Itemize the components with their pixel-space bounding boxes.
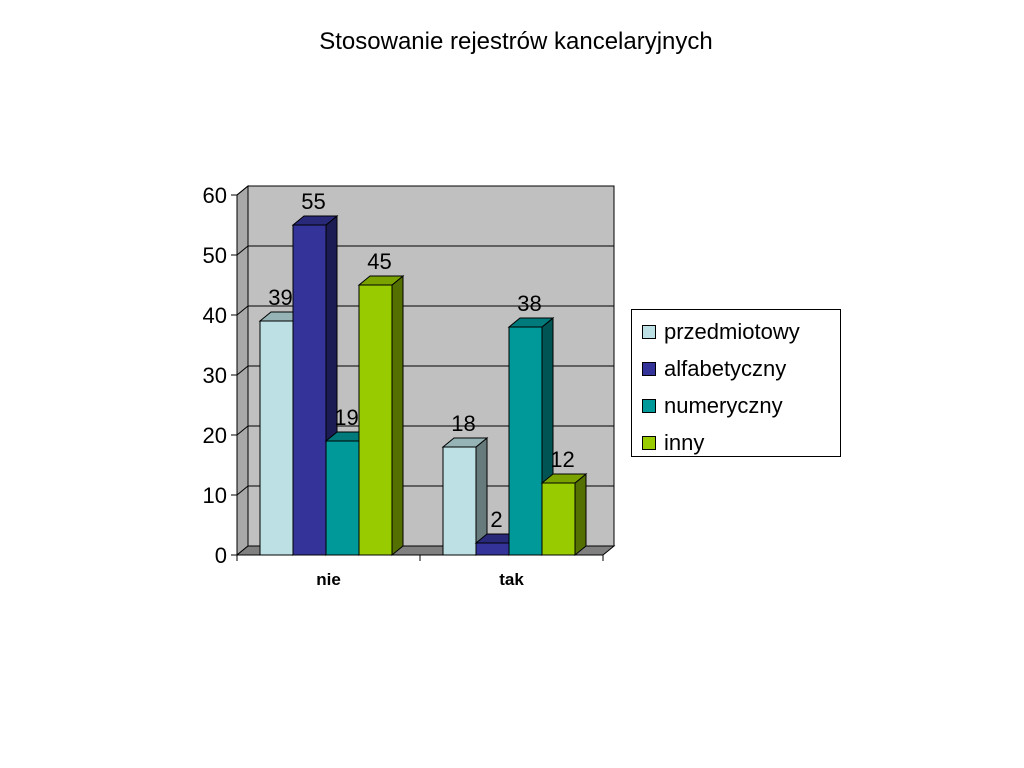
legend-swatch: [642, 325, 656, 339]
gridline-side: [236, 185, 249, 196]
y-tick-label: 0: [215, 543, 227, 568]
gridline-side: [236, 485, 249, 496]
bar-front: [358, 284, 393, 556]
bar-front: [442, 446, 477, 556]
legend-item: inny: [642, 430, 705, 455]
bars: [258, 214, 588, 557]
bar-side: [391, 274, 404, 557]
bar: [540, 472, 588, 557]
chart-title: Stosowanie rejestrów kancelaryjnych: [319, 28, 713, 55]
y-tick-label: 10: [203, 483, 227, 508]
gridline-side: [236, 365, 249, 376]
bar: [291, 214, 339, 557]
y-tick-label: 40: [203, 303, 227, 328]
gridline-side: [236, 425, 249, 436]
legend-item: przedmiotowy: [642, 319, 800, 344]
data-label: 45: [367, 249, 391, 274]
legend-item: alfabetyczny: [642, 356, 787, 381]
gridline-side: [236, 245, 249, 256]
legend-swatch: [642, 436, 656, 450]
legend-label: numeryczny: [664, 393, 783, 418]
y-tick-label: 20: [203, 423, 227, 448]
bar: [357, 274, 405, 557]
data-label: 2: [490, 507, 502, 532]
y-tick-label: 60: [203, 183, 227, 208]
data-label: 19: [334, 405, 358, 430]
legend-label: alfabetyczny: [664, 356, 787, 381]
bar-front: [325, 440, 360, 556]
bar-side: [574, 472, 587, 557]
data-label: 18: [451, 411, 475, 436]
bar-front: [259, 320, 294, 556]
bar: [441, 436, 489, 557]
legend-swatch: [642, 399, 656, 413]
legend-item: numeryczny: [642, 393, 783, 418]
data-label: 38: [517, 291, 541, 316]
bar-front: [508, 326, 543, 556]
legend-label: inny: [664, 430, 705, 455]
y-tick-label: 50: [203, 243, 227, 268]
bar-front: [292, 224, 327, 556]
legend-label: przedmiotowy: [664, 319, 800, 344]
y-tick-label: 30: [203, 363, 227, 388]
legend: przedmiotowy alfabetyczny numeryczny inn…: [631, 309, 841, 457]
legend-swatch: [642, 362, 656, 376]
x-tick-label: tak: [499, 570, 524, 589]
data-labels: 39 55 19 45 18 2 38 12: [268, 189, 574, 532]
bar-front: [475, 542, 510, 556]
data-label: 55: [301, 189, 325, 214]
data-label: 39: [268, 285, 292, 310]
axes: 0 10 20 30 40 50 60 nie tak: [203, 183, 604, 589]
x-tick-label: nie: [316, 570, 341, 589]
bar-front: [541, 482, 576, 556]
gridline-side: [236, 305, 249, 316]
data-label: 12: [550, 447, 574, 472]
